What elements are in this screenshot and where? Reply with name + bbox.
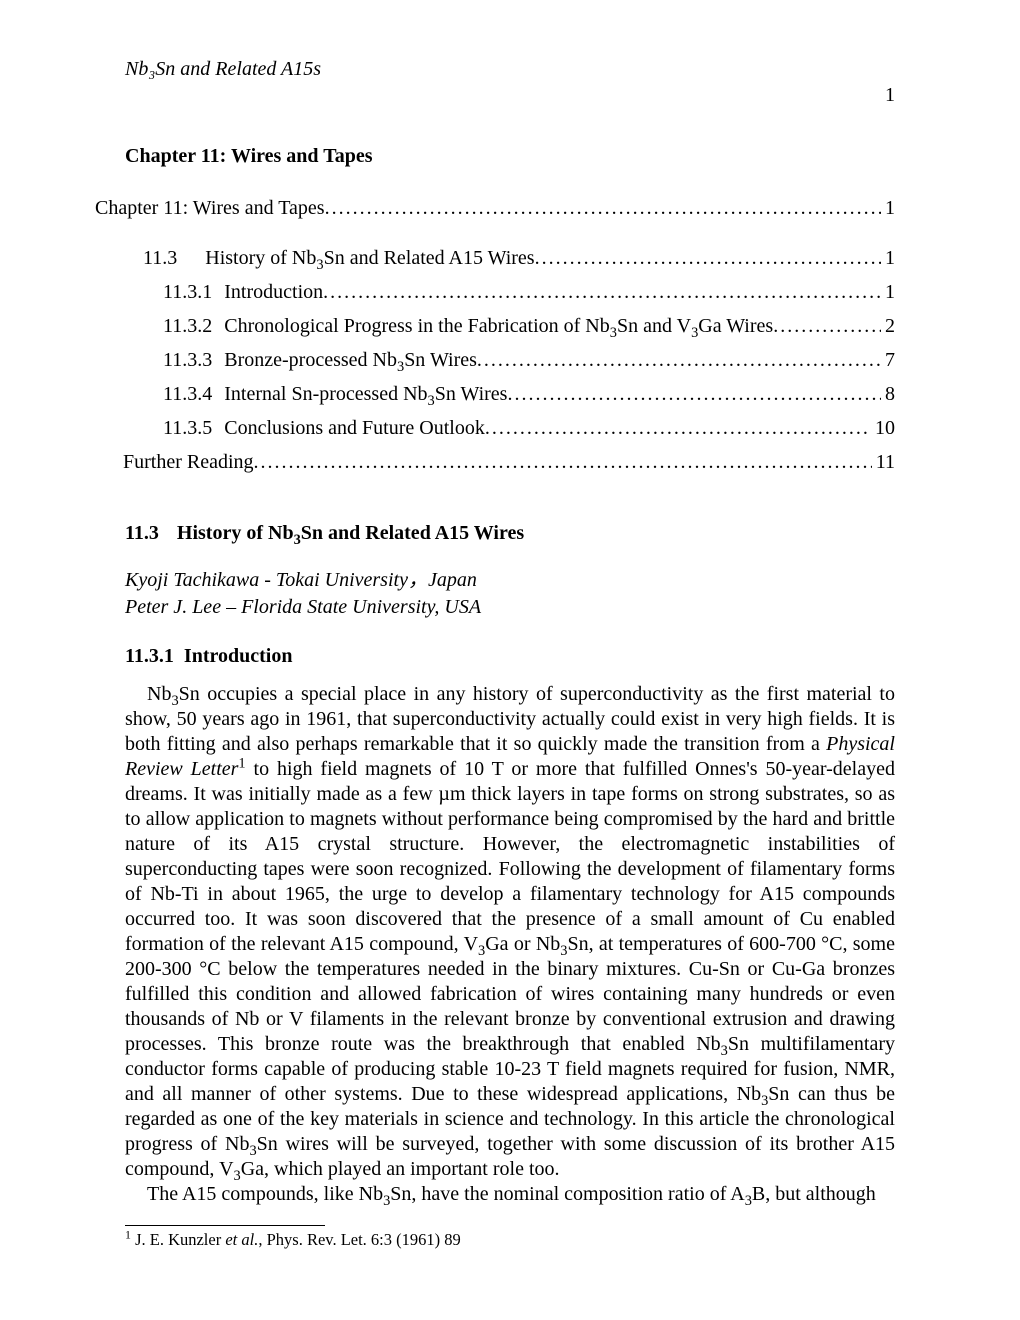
- toc-entry-label: Chronological Progress in the Fabricatio…: [224, 310, 773, 342]
- toc-entry-page: 1: [881, 242, 895, 274]
- toc-leader-dots: [773, 310, 881, 342]
- toc-entry-number: 11.3.2: [163, 310, 224, 342]
- running-head: Nb₃Sn and Related A15s: [125, 58, 895, 81]
- toc-leader-dots: [477, 344, 881, 376]
- paragraph: The A15 compounds, like Nb3Sn, have the …: [125, 1182, 895, 1207]
- toc-leader-dots: [485, 412, 871, 444]
- toc-entry: 11.3History of Nb3Sn and Related A15 Wir…: [95, 242, 895, 274]
- toc-entry-page: 2: [881, 310, 895, 342]
- toc-leader-dots: [507, 378, 881, 410]
- section-heading: 11.3 History of Nb3Sn and Related A15 Wir…: [125, 522, 895, 545]
- toc-entry-page: 11: [872, 446, 895, 478]
- toc-entry-number: 11.3.5: [163, 412, 224, 444]
- section-number: 11.3: [125, 522, 159, 545]
- subsection-title: Introduction: [184, 645, 293, 667]
- footnote-rule: [125, 1225, 325, 1226]
- toc-leader-dots: [535, 242, 881, 274]
- toc-entry-label: Introduction: [224, 276, 323, 308]
- toc-entry-page: 7: [881, 344, 895, 376]
- toc-entry-number: 11.3.3: [163, 344, 224, 376]
- toc-entry-label: Chapter 11: Wires and Tapes: [95, 192, 325, 224]
- subsection-heading: 11.3.1 Introduction: [125, 645, 895, 668]
- toc-entry: Chapter 11: Wires and Tapes 1: [95, 192, 895, 224]
- toc-entry-label: Further Reading: [123, 446, 254, 478]
- toc-entry-number: 11.3: [143, 242, 205, 274]
- page: Nb₃Sn and Related A15s 1 Chapter 11: Wir…: [0, 0, 1020, 1320]
- toc-leader-dots: [323, 276, 881, 308]
- toc-entry-label: Conclusions and Future Outlook: [224, 412, 485, 444]
- toc-entry: 11.3.5Conclusions and Future Outlook 10: [95, 412, 895, 444]
- toc-entry-page: 1: [881, 192, 895, 224]
- toc-entry-page: 10: [871, 412, 895, 444]
- toc-entry-page: 1: [881, 276, 895, 308]
- toc-entry-label: History of Nb3Sn and Related A15 Wires: [205, 242, 534, 274]
- section-title: History of Nb3Sn and Related A15 Wires: [177, 522, 524, 544]
- toc-entry: Further Reading 11: [95, 446, 895, 478]
- toc-entry-label: Internal Sn-processed Nb3Sn Wires: [224, 378, 507, 410]
- authors: Kyoji Tachikawa - Tokai University，Japan…: [125, 567, 895, 621]
- page-number: 1: [885, 84, 895, 107]
- toc-entry: 11.3.3Bronze-processed Nb3Sn Wires 7: [95, 344, 895, 376]
- toc-entry-label: Bronze-processed Nb3Sn Wires: [224, 344, 477, 376]
- footnote: 1 J. E. Kunzler et al., Phys. Rev. Let. …: [125, 1230, 895, 1250]
- body-text: Nb3Sn occupies a special place in any hi…: [125, 682, 895, 1207]
- table-of-contents: Chapter 11: Wires and Tapes 111.3History…: [95, 192, 895, 478]
- subsection-number: 11.3.1: [125, 645, 174, 667]
- toc-entry: 11.3.2Chronological Progress in the Fabr…: [95, 310, 895, 342]
- toc-entry-number: 11.3.1: [163, 276, 224, 308]
- chapter-title: Chapter 11: Wires and Tapes: [125, 145, 895, 168]
- toc-entry: 11.3.1Introduction 1: [95, 276, 895, 308]
- toc-leader-dots: [325, 192, 881, 224]
- paragraph: Nb3Sn occupies a special place in any hi…: [125, 682, 895, 1182]
- toc-entry-page: 8: [881, 378, 895, 410]
- toc-entry: 11.3.4Internal Sn-processed Nb3Sn Wires …: [95, 378, 895, 410]
- toc-entry-number: 11.3.4: [163, 378, 224, 410]
- toc-leader-dots: [254, 446, 872, 478]
